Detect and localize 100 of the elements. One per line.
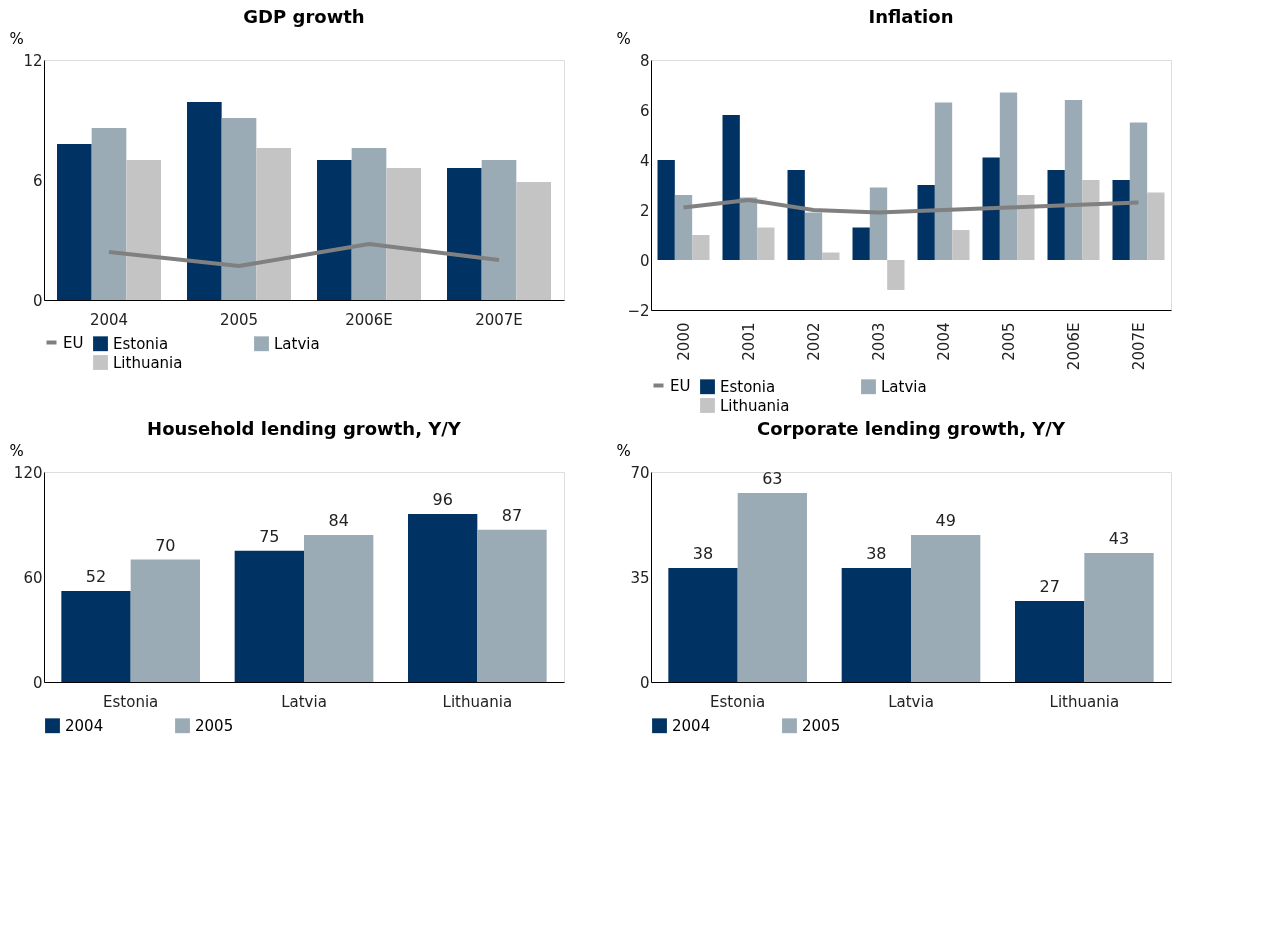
x-tick-label: 2006E — [1064, 322, 1083, 371]
bar — [408, 514, 478, 682]
bar — [917, 185, 935, 260]
data-label: 84 — [328, 511, 349, 530]
legend-label: Latvia — [881, 377, 927, 396]
data-label: 52 — [85, 567, 107, 586]
data-label: 75 — [259, 526, 280, 546]
bar — [1129, 122, 1148, 260]
legend-label: 2004 — [672, 716, 711, 735]
chart-title: Corporate lending growth, Y/Y — [757, 418, 1066, 439]
y-tick-label: 120 — [13, 463, 43, 482]
bar — [869, 187, 888, 260]
x-tick-label: 2007E — [1129, 322, 1148, 371]
data-label: 43 — [1108, 529, 1130, 548]
bar — [1147, 192, 1165, 260]
bar — [999, 92, 1018, 260]
x-tick-label: 2004 — [89, 310, 129, 329]
y-tick-label: 12 — [23, 51, 43, 70]
bar — [317, 160, 352, 300]
bar — [911, 535, 981, 682]
x-tick-label: 2005 — [999, 322, 1018, 361]
bar — [477, 529, 547, 682]
x-tick-label: Estonia — [710, 692, 766, 711]
y-axis-title: % — [616, 29, 631, 48]
bar — [221, 118, 257, 300]
y-tick-label: 0 — [639, 673, 650, 692]
bar — [386, 168, 421, 300]
line-series — [107, 242, 501, 268]
bar — [57, 144, 92, 300]
bar — [1015, 601, 1085, 682]
y-tick-label: 6 — [639, 101, 650, 120]
bar — [447, 168, 482, 300]
y-tick-label: 0 — [639, 251, 650, 270]
y-tick-label: 60 — [23, 568, 43, 587]
y-tick-label: 2 — [639, 201, 650, 220]
bar — [91, 128, 127, 300]
bar — [1084, 553, 1154, 682]
legend-label: 2004 — [65, 716, 104, 735]
y-tick-label: 35 — [630, 568, 650, 587]
bar — [952, 230, 970, 260]
x-tick-label: Lithuania — [442, 692, 513, 711]
bar — [187, 102, 222, 300]
bar — [657, 160, 675, 260]
data-label: 38 — [866, 544, 887, 563]
y-tick-label: 8 — [639, 51, 650, 70]
bar — [516, 182, 551, 300]
data-label: 49 — [935, 511, 956, 530]
bar — [1064, 100, 1083, 260]
y-tick-label: 4 — [639, 151, 650, 170]
x-tick-label: 2007E — [475, 310, 523, 329]
bar — [692, 235, 710, 260]
x-tick-label: Lithuania — [1049, 692, 1120, 711]
data-label: 70 — [155, 535, 176, 555]
bar — [887, 260, 905, 290]
bar — [130, 559, 200, 682]
bar — [737, 493, 807, 682]
x-tick-label: 2005 — [219, 310, 259, 329]
x-tick-label: 2002 — [804, 322, 823, 361]
bar — [757, 227, 775, 260]
bar — [234, 550, 304, 682]
x-tick-label: 2000 — [674, 322, 693, 361]
bar — [1112, 180, 1130, 260]
data-label: 38 — [692, 544, 714, 563]
bar — [256, 148, 291, 300]
data-label: 96 — [432, 490, 453, 509]
bar — [1082, 180, 1100, 260]
y-axis-title: % — [616, 441, 631, 460]
data-label: 87 — [501, 505, 523, 525]
bar — [787, 170, 805, 260]
x-tick-label: Latvia — [281, 692, 327, 711]
line-series — [681, 198, 1141, 215]
legend-label: Lithuania — [720, 396, 790, 415]
legend-label: EU — [670, 376, 691, 395]
legend-label: Estonia — [720, 377, 776, 396]
y-tick-label: 70 — [630, 463, 650, 482]
bar — [722, 115, 740, 260]
x-tick-label: 2004 — [934, 322, 953, 361]
bar — [61, 591, 131, 682]
bar — [1017, 195, 1035, 260]
y-tick-label: 0 — [32, 291, 43, 310]
data-label: 63 — [762, 469, 783, 488]
legend-label: 2005 — [802, 716, 841, 735]
x-tick-label: Latvia — [888, 692, 934, 711]
bar — [1047, 170, 1065, 260]
bar — [126, 160, 161, 300]
bar — [841, 568, 911, 682]
bar — [351, 148, 387, 300]
y-tick-label: 0 — [32, 673, 43, 692]
x-tick-label: 2006E — [345, 310, 393, 329]
bar — [304, 535, 374, 682]
bar — [674, 195, 693, 260]
bar — [481, 160, 517, 300]
legend-label: 2005 — [195, 716, 234, 735]
data-label: 27 — [1039, 577, 1060, 596]
chart-title: Household lending growth, Y/Y — [147, 418, 462, 439]
chart-title: Inflation — [868, 6, 954, 27]
bar — [822, 252, 840, 260]
chart-title: GDP growth — [243, 6, 365, 27]
y-axis-title: % — [9, 29, 24, 48]
x-tick-label: Estonia — [103, 692, 159, 711]
